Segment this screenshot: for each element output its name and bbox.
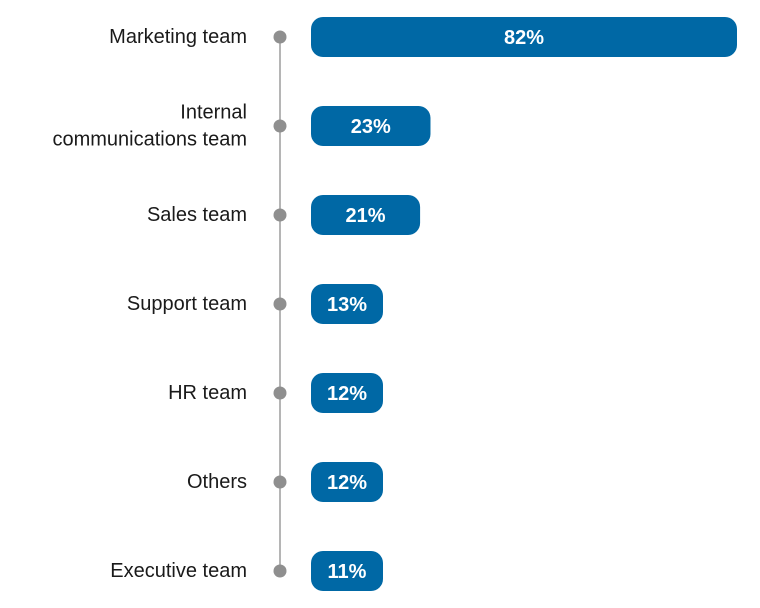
bar-row: Internal communications team 23% (52, 102, 431, 151)
value-label: 23% (351, 116, 391, 138)
category-label-line: Marketing team (109, 26, 247, 48)
category-label: Support team (127, 293, 247, 315)
value-label: 21% (346, 205, 386, 227)
axis-dot (273, 386, 287, 400)
category-label-line: Support team (127, 293, 247, 315)
bar (311, 195, 421, 235)
value-label: 11% (328, 561, 367, 583)
axis-dot (273, 30, 287, 44)
bar-row: Support team 13% (127, 284, 383, 324)
category-label-line: Executive team (110, 560, 247, 582)
bar (311, 551, 383, 591)
bar-row: Marketing team 82% (109, 17, 737, 57)
bar (311, 106, 431, 146)
category-label: HR team (168, 382, 247, 404)
category-label-line: communications team (52, 129, 247, 151)
bar-row: HR team 12% (168, 373, 383, 413)
axis-dot (273, 475, 287, 489)
category-label-line: Sales team (147, 204, 247, 226)
bar-row: Others 12% (187, 462, 383, 502)
axis-dot (273, 564, 287, 578)
bar (311, 373, 383, 413)
bar-row: Executive team 11% (110, 551, 383, 591)
bar (311, 462, 383, 502)
bar-row: Sales team 21% (147, 195, 421, 235)
value-label: 82% (504, 27, 544, 49)
category-label-line: Internal (180, 102, 247, 124)
bar (311, 284, 383, 324)
value-label: 12% (327, 383, 367, 405)
category-label: Marketing team (109, 26, 247, 48)
value-label: 13% (327, 294, 367, 316)
chart-rows: Marketing team 82% Internal communications … (52, 17, 737, 591)
category-label: Internal communications team (52, 102, 247, 151)
category-label: Sales team (147, 204, 247, 226)
category-label-line: Others (187, 471, 247, 493)
category-label: Executive team (110, 560, 247, 582)
value-label: 12% (327, 472, 367, 494)
axis-dot (273, 208, 287, 222)
category-label: Others (187, 471, 247, 493)
category-label-line: HR team (168, 382, 247, 404)
axis-dot (273, 297, 287, 311)
bar (311, 17, 737, 57)
axis-dot (273, 119, 287, 133)
